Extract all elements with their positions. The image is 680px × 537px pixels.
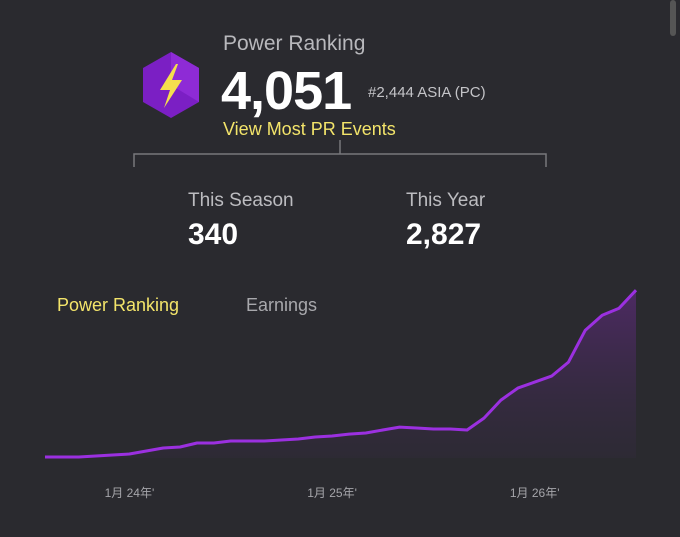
tab[interactable]: Earnings — [246, 295, 318, 315]
line — [45, 289, 638, 459]
stat-label: This Year — [406, 190, 486, 211]
x-tick-label: 1月 24年' — [105, 486, 155, 500]
title: Power Ranking — [223, 32, 366, 55]
bracket — [133, 140, 547, 167]
x-tick-label: 1月 26年' — [510, 486, 560, 500]
power-ranking-value: 4,051 — [221, 61, 352, 121]
scrollbar — [670, 0, 676, 36]
events-link[interactable]: View Most PR Events — [223, 119, 396, 139]
tab-active[interactable]: Power Ranking — [57, 295, 180, 315]
pr-icon — [143, 52, 199, 118]
x-tick-label: 1月 25年' — [307, 486, 357, 500]
stat-value: 2,827 — [406, 218, 482, 251]
stat-value: 340 — [188, 218, 239, 251]
rank: #2,444 ASIA (PC) — [368, 84, 486, 101]
area — [45, 290, 636, 458]
stat-label: This Season — [188, 190, 294, 211]
